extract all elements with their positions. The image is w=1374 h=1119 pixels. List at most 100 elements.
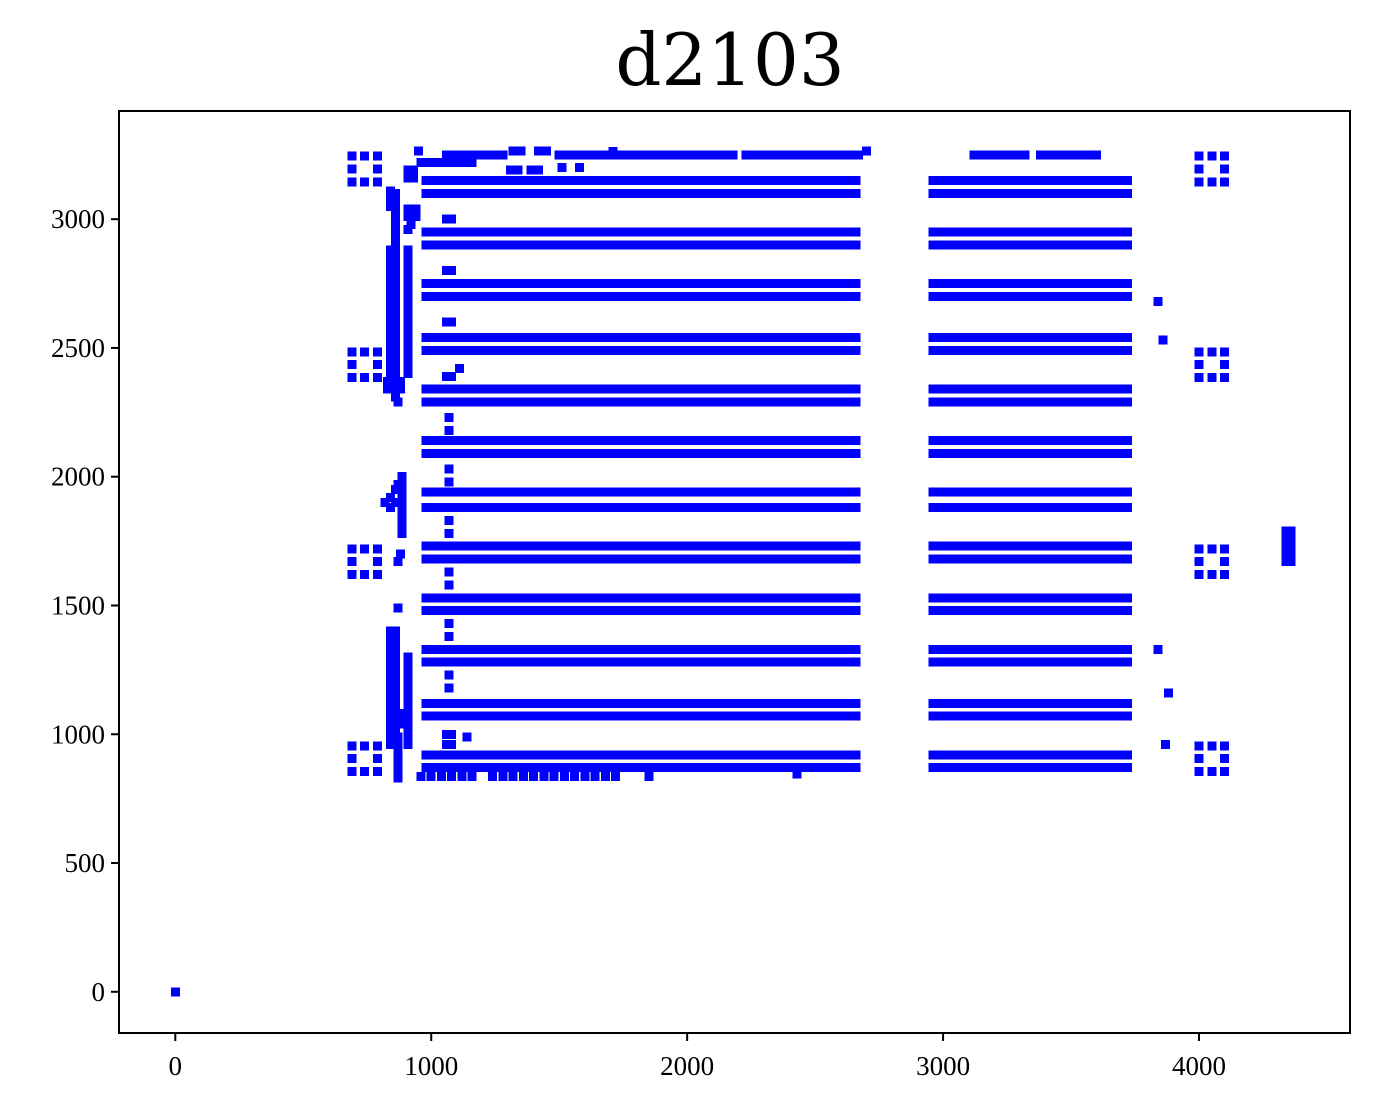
data-point xyxy=(1087,593,1096,603)
data-point xyxy=(1087,763,1096,773)
data-point xyxy=(836,554,846,564)
data-point xyxy=(636,188,646,198)
data-point xyxy=(938,644,948,654)
data-point xyxy=(646,346,656,355)
data-point xyxy=(1015,503,1025,513)
data-point xyxy=(1040,279,1050,289)
data-point xyxy=(826,176,835,185)
data-point xyxy=(1087,644,1096,654)
data-point xyxy=(698,487,707,497)
data-point xyxy=(498,176,508,185)
data-point xyxy=(539,541,549,551)
data-point xyxy=(662,541,672,551)
data-point xyxy=(1000,750,1009,760)
data-point xyxy=(723,698,733,708)
data-point xyxy=(759,188,769,198)
data-point xyxy=(493,188,503,198)
data-point xyxy=(692,436,702,446)
data-point xyxy=(477,698,487,708)
data-point xyxy=(1076,449,1086,458)
data-point xyxy=(682,711,692,721)
data-point xyxy=(989,593,999,603)
data-point xyxy=(534,449,544,458)
data-point xyxy=(472,657,482,667)
data-point xyxy=(1071,750,1081,760)
data-point xyxy=(580,279,590,289)
data-point xyxy=(831,436,841,446)
data-point xyxy=(1015,750,1025,760)
data-point xyxy=(1066,606,1076,616)
data-point xyxy=(774,750,784,760)
data-point xyxy=(518,606,528,616)
data-point xyxy=(585,449,595,458)
data-point xyxy=(718,188,728,198)
data-point xyxy=(779,541,789,551)
data-point xyxy=(657,487,667,497)
data-point xyxy=(744,384,754,394)
data-point xyxy=(1087,176,1096,185)
data-point xyxy=(938,698,948,708)
data-point xyxy=(657,763,667,773)
data-point xyxy=(1000,606,1009,616)
data-point xyxy=(554,606,564,616)
data-point xyxy=(1107,644,1117,654)
data-point xyxy=(1035,176,1045,185)
data-point xyxy=(739,487,748,497)
data-point xyxy=(938,711,948,721)
data-point xyxy=(1046,279,1056,289)
data-point xyxy=(508,240,518,250)
data-point xyxy=(959,554,969,564)
data-point xyxy=(529,227,539,237)
data-point xyxy=(646,750,656,760)
data-point xyxy=(1056,279,1066,289)
data-point xyxy=(534,333,544,343)
data-point xyxy=(636,291,646,301)
data-point xyxy=(564,593,574,603)
data-point xyxy=(498,763,508,773)
data-point xyxy=(764,333,774,343)
data-point xyxy=(708,333,718,343)
data-point xyxy=(457,487,467,497)
data-point xyxy=(964,763,974,773)
data-point xyxy=(1035,227,1045,237)
data-point xyxy=(472,240,482,250)
data-point xyxy=(677,657,687,667)
data-point xyxy=(646,384,656,394)
data-point xyxy=(764,176,774,185)
data-point xyxy=(785,657,794,667)
data-point xyxy=(805,333,815,343)
data-point xyxy=(713,698,723,708)
data-point xyxy=(749,449,759,458)
data-point xyxy=(1081,541,1091,551)
data-point xyxy=(403,714,413,724)
data-point xyxy=(575,291,585,301)
data-point xyxy=(636,384,646,394)
data-point xyxy=(1051,711,1061,721)
data-point xyxy=(708,657,718,667)
data-point xyxy=(575,750,585,760)
data-point xyxy=(1051,291,1061,301)
data-point xyxy=(1046,333,1056,343)
data-point xyxy=(442,711,452,721)
data-point xyxy=(1061,333,1071,343)
x-axis: 0 1000 2000 3000 4000 xyxy=(169,1033,1226,1081)
data-point xyxy=(703,384,713,394)
data-point xyxy=(1092,397,1102,407)
data-point xyxy=(831,449,841,458)
data-point xyxy=(708,291,718,301)
data-point xyxy=(616,150,626,160)
data-point xyxy=(831,176,841,185)
data-point xyxy=(1081,333,1091,343)
data-point xyxy=(621,593,631,603)
data-point xyxy=(1081,279,1091,289)
data-point xyxy=(785,333,794,343)
data-point xyxy=(559,763,569,773)
data-point xyxy=(421,593,431,603)
data-point xyxy=(1102,240,1112,250)
data-point xyxy=(631,554,641,564)
data-point xyxy=(1056,291,1066,301)
data-point xyxy=(836,240,846,250)
data-point xyxy=(385,667,395,677)
data-point xyxy=(723,449,733,458)
data-point xyxy=(692,227,702,237)
